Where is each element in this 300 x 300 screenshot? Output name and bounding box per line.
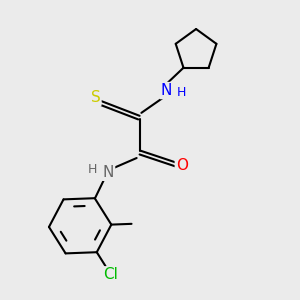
Text: N: N	[103, 165, 114, 180]
Text: N: N	[161, 83, 172, 98]
Text: H: H	[177, 86, 187, 99]
Text: Cl: Cl	[103, 267, 118, 282]
Text: H: H	[88, 163, 98, 176]
Text: S: S	[91, 90, 100, 105]
Text: O: O	[176, 158, 188, 173]
